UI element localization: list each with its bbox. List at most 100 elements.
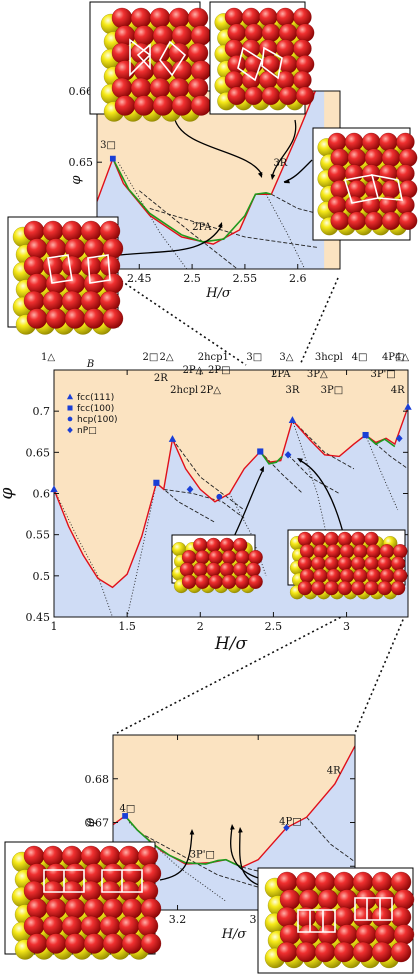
red-sphere: [293, 70, 312, 90]
phase-label: 2P□: [208, 365, 231, 376]
inset-label: 3R: [273, 158, 287, 169]
y-tick-label: 0.65: [26, 446, 51, 459]
arrow-head: [259, 466, 264, 472]
sphere-cluster: [214, 7, 315, 111]
red-sphere: [327, 164, 347, 183]
y-tick-label: 0.66: [69, 85, 94, 98]
red-sphere: [377, 580, 392, 596]
red-sphere: [364, 531, 379, 547]
red-sphere: [130, 77, 152, 99]
red-sphere: [61, 915, 83, 937]
sphere-cluster: [289, 531, 408, 600]
red-sphere: [313, 544, 328, 559]
red-sphere: [317, 889, 339, 910]
red-sphere: [244, 23, 263, 42]
red-sphere: [246, 562, 261, 577]
arrow-head: [238, 827, 243, 833]
red-sphere: [61, 255, 83, 277]
red-sphere: [187, 77, 209, 99]
red-sphere: [324, 556, 339, 571]
inset-label: 2PA: [192, 222, 212, 233]
sphere-image-bottom-left: [4, 841, 162, 960]
red-sphere: [327, 195, 347, 215]
red-sphere: [208, 574, 223, 589]
red-sphere: [336, 924, 358, 945]
sphere-cluster: [171, 537, 263, 594]
red-sphere: [221, 574, 237, 589]
red-sphere: [227, 86, 246, 105]
y-tick-label: 0.65: [69, 156, 94, 169]
sphere-cluster: [317, 132, 418, 236]
arrow-curve: [159, 831, 193, 881]
green-boundary-line: [112, 158, 272, 243]
red-sphere: [114, 25, 136, 46]
red-sphere: [99, 880, 121, 902]
x-tick-label: 2.5: [265, 620, 283, 633]
red-sphere: [339, 568, 355, 583]
sphere-image-small-right: [287, 529, 408, 600]
unit-cell-outline: [87, 254, 111, 284]
red-sphere: [42, 255, 64, 277]
metastable-curve: [138, 190, 239, 269]
red-sphere: [398, 148, 418, 167]
red-sphere: [219, 537, 235, 553]
red-sphere: [235, 574, 250, 589]
red-sphere: [64, 273, 86, 294]
red-sphere: [102, 898, 124, 919]
red-sphere: [353, 568, 368, 583]
red-sphere: [276, 871, 298, 893]
unit-cell-outline: [129, 38, 152, 77]
red-sphere: [352, 906, 374, 928]
zoom-connector-top-right: [299, 277, 339, 366]
arrow-curve: [119, 224, 223, 256]
red-sphere: [259, 70, 278, 90]
red-sphere: [235, 550, 250, 565]
inset-label: 4□: [119, 804, 135, 815]
x-tick-label: 2.5: [183, 272, 201, 285]
green-boundary-line: [365, 434, 396, 448]
x-tick-label: 1.5: [118, 620, 136, 633]
red-sphere: [261, 86, 281, 105]
red-sphere: [327, 132, 347, 152]
x-tick-label: 1: [51, 620, 58, 633]
red-sphere: [111, 42, 133, 64]
red-sphere: [193, 537, 208, 553]
red-sphere: [344, 195, 364, 215]
red-sphere: [26, 308, 48, 329]
red-sphere: [390, 906, 412, 928]
red-sphere: [140, 863, 162, 884]
red-sphere: [140, 933, 162, 954]
red-sphere: [364, 148, 384, 167]
red-sphere: [379, 132, 398, 152]
y-axis-label: φ: [0, 487, 17, 499]
red-sphere: [278, 86, 298, 105]
red-sphere: [299, 568, 315, 583]
arrow-head: [270, 174, 276, 180]
red-sphere: [168, 77, 190, 99]
red-sphere: [80, 220, 102, 242]
red-sphere: [364, 580, 379, 596]
phase-label: 2PA: [271, 369, 291, 380]
red-sphere: [347, 211, 366, 230]
red-sphere: [248, 574, 263, 589]
diamond-marker: [186, 485, 194, 494]
red-sphere: [42, 880, 64, 902]
red-sphere: [118, 845, 140, 867]
phase-top-label: 2hcp1: [198, 352, 229, 363]
red-sphere: [244, 86, 263, 105]
red-sphere: [137, 880, 159, 902]
x-axis-label: H/σ: [205, 286, 232, 301]
red-sphere: [64, 898, 86, 919]
phase-label: 3R: [285, 385, 299, 396]
red-sphere: [23, 255, 45, 277]
unit-cell-outline: [354, 897, 393, 921]
red-sphere: [224, 7, 244, 27]
red-sphere: [298, 889, 320, 910]
red-sphere: [248, 550, 263, 565]
red-sphere: [324, 580, 339, 596]
red-sphere: [362, 132, 381, 152]
y-tick-label: 0.45: [26, 611, 51, 624]
inset-label: 3□: [100, 140, 116, 151]
triangle-marker: [66, 393, 74, 400]
